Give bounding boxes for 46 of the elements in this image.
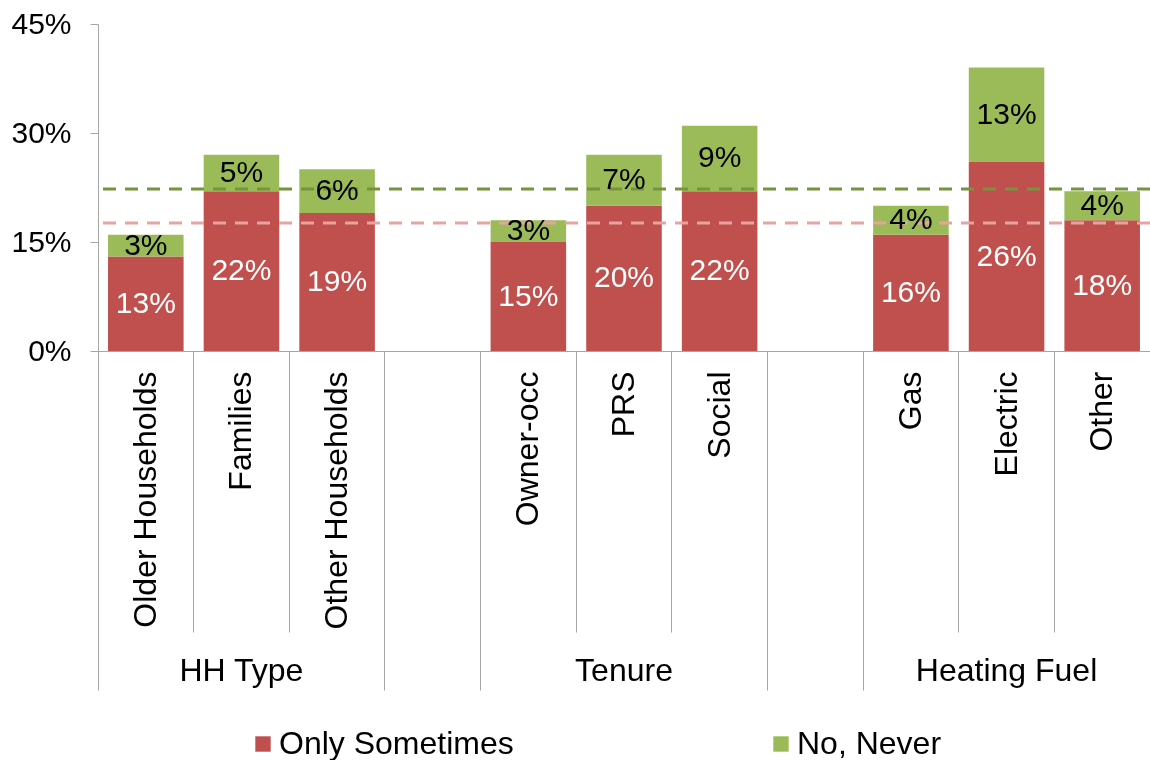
x-tick-label: Social [700,371,737,459]
bar [681,191,758,351]
text: Heating Fuel [915,652,1098,688]
data-label: 22% [211,253,272,287]
x-tick-label: Electric [987,371,1024,477]
bar [586,205,662,351]
bar [968,67,1045,163]
data-label: 16% [880,274,941,308]
x-tick-label: Other [1083,371,1120,452]
text: HH Type [179,652,304,688]
data-label: 5% [219,154,264,188]
legend-label: No, Never [797,725,942,760]
data-label: 9% [697,140,742,174]
bar [490,242,567,351]
data-label: 13% [115,285,176,319]
bar [1064,220,1140,351]
y-tick-label: 15% [11,224,72,258]
text: Tenure [575,652,673,688]
legend-label: Only Sometimes [279,725,514,760]
x-tick-label: Older Households [126,371,163,628]
data-label: 19% [307,263,368,297]
x-tick-label: PRS [605,371,641,438]
data-label: 3% [124,227,168,261]
bar [108,256,184,351]
data-label: 15% [498,278,559,312]
data-label: 22% [689,253,750,287]
data-label: 6% [315,173,359,207]
data-label: 26% [976,238,1037,272]
data-label: 3% [506,213,551,247]
x-tick-label: Other Households [318,371,355,630]
y-tick-label: 45% [11,6,72,40]
data-label: 13% [976,96,1037,130]
x-tick-label: Families [222,371,259,491]
x-tick-label: Owner-occ [509,371,546,527]
data-label: 4% [1080,187,1124,221]
y-tick-label: 30% [11,115,72,149]
bar [873,234,949,351]
bar [203,191,280,351]
y-tick-label: 0% [28,333,72,367]
bar [968,162,1045,351]
data-label: 18% [1072,267,1133,301]
data-label: 7% [602,162,646,196]
data-label: 20% [593,260,655,294]
bar [299,212,375,351]
x-tick-label: Gas [891,371,928,431]
data-label: 4% [889,202,933,236]
